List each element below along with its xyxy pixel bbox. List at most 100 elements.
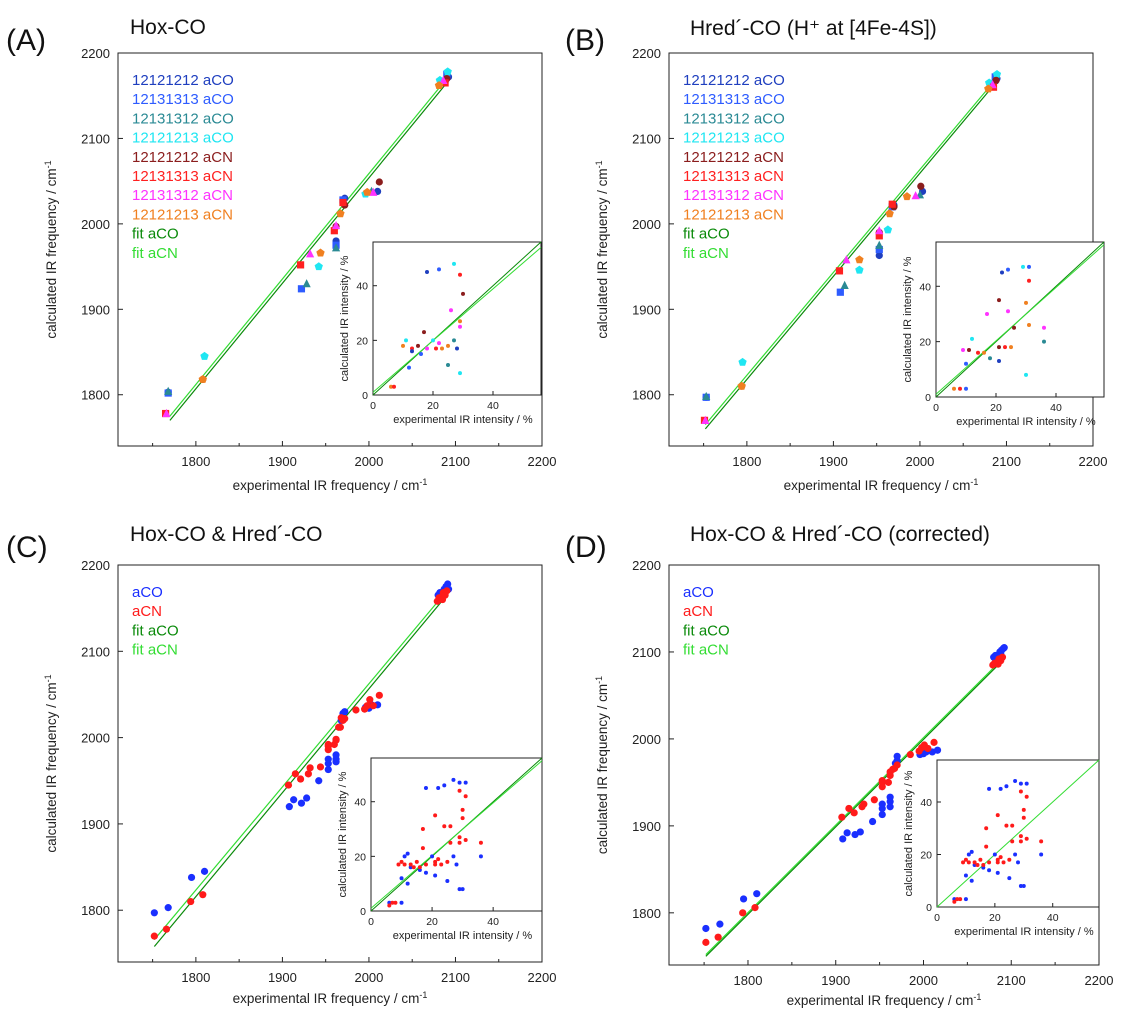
x-tick-label: 2100 — [992, 454, 1021, 469]
x-tick-label: 2200 — [528, 970, 557, 985]
panel-d: (D) Hox-CO & Hred´-CO (corrected) 1800 19… — [563, 505, 1127, 1015]
data-point — [291, 770, 299, 778]
data-point — [751, 904, 759, 912]
inset-y-tick-label: 40 — [920, 797, 932, 809]
inset-data-point — [463, 794, 468, 799]
data-point — [878, 810, 886, 819]
data-point — [856, 828, 864, 836]
data-point — [443, 67, 452, 76]
inset-x-axis-label: experimental IR intensity / % — [393, 414, 533, 426]
inset-data-point — [425, 270, 429, 275]
y-axis-label-exponent: -1 — [43, 674, 53, 682]
x-axis-label-exponent: -1 — [419, 477, 427, 487]
y-tick-label: 2100 — [632, 645, 661, 660]
data-point — [363, 702, 371, 710]
legend-entry: aCO — [683, 584, 714, 601]
inset-data-point — [997, 298, 1001, 303]
inset-data-point — [1006, 267, 1010, 272]
inset-data-point — [1010, 839, 1015, 844]
panel-a: (A) Hox-CO 1800 1900 2000 2100 2200 1800 1900 2… — [0, 0, 563, 505]
data-point — [739, 909, 747, 917]
inset-data-point — [411, 865, 416, 870]
inset-data-point — [1021, 807, 1026, 812]
y-tick-label: 1800 — [81, 388, 110, 403]
inset-data-point — [1039, 852, 1044, 857]
inset-data-point — [975, 863, 980, 867]
inset-data-point — [387, 903, 392, 908]
legend-entry: 12121213 aCN — [683, 206, 784, 223]
x-axis-label-exponent: -1 — [970, 477, 978, 487]
y-tick-label: 2000 — [81, 731, 110, 746]
fit-line — [153, 590, 448, 940]
fit-line — [704, 76, 999, 426]
inset-data-point — [967, 347, 971, 352]
inset-data-point — [1027, 264, 1031, 269]
inset-data-point — [1004, 823, 1009, 828]
y-tick-label: 2200 — [632, 46, 661, 61]
x-tick-label: 1900 — [819, 454, 848, 469]
inset-y-tick-label: 20 — [919, 337, 931, 349]
data-point — [341, 715, 349, 723]
inset-data-point — [442, 783, 447, 788]
data-point — [284, 781, 293, 789]
inset-data-point — [963, 857, 968, 862]
inset-data-point — [961, 347, 965, 352]
panel-label: (B) — [565, 24, 605, 57]
panel-b: (B) Hred´-CO (H⁺ at [4Fe-4S]) 1800 1900 20… — [563, 0, 1127, 505]
inset-data-point — [405, 851, 410, 856]
inset-data-point — [952, 386, 956, 391]
inset-data-point — [1039, 839, 1044, 844]
inset-fit-line — [936, 759, 1100, 908]
inset-data-point — [457, 835, 462, 840]
inset-data-point — [1018, 789, 1023, 794]
inset-x-axis-label: experimental IR intensity / % — [393, 930, 533, 942]
data-point — [200, 867, 209, 875]
y-tick-label: 2100 — [81, 644, 110, 659]
y-tick-label: 2000 — [632, 732, 661, 747]
inset-data-point — [436, 786, 441, 791]
y-tick-label: 1900 — [81, 817, 110, 832]
inset-data-point — [981, 863, 986, 867]
inset-data-point — [408, 862, 413, 867]
inset-data-point — [440, 346, 444, 351]
inset-data-point — [1024, 300, 1028, 305]
inset-data-point — [446, 362, 450, 367]
inset-data-point — [964, 386, 968, 391]
inset-y-tick-label: 40 — [919, 281, 931, 293]
data-point — [366, 696, 374, 704]
data-point — [702, 924, 710, 933]
inset-y-tick-label: 40 — [354, 797, 366, 809]
inset-data-point — [1004, 784, 1009, 789]
inset-data-point — [458, 319, 462, 324]
data-point — [839, 835, 847, 843]
inset-data-point — [987, 786, 992, 791]
inset-data-point — [982, 350, 986, 355]
inset-x-axis-label: experimental IR intensity / % — [954, 926, 1094, 938]
inset-data-point — [416, 343, 420, 348]
x-axis-label: experimental IR frequency / cm-1 — [233, 477, 428, 493]
panel-c: (C) Hox-CO & Hred´-CO 1800 1900 2000 2100 22… — [0, 505, 563, 1015]
data-point — [885, 209, 894, 218]
data-point — [164, 904, 172, 912]
inset-data-point — [448, 824, 453, 829]
inset-data-point — [955, 897, 960, 902]
y-axis-label: calculated IR frequency / cm-1 — [43, 674, 59, 852]
data-point — [911, 191, 920, 200]
inset-x-tick-label: 0 — [370, 400, 376, 412]
inset-y-axis-label: calculated IR intensity / % — [337, 771, 349, 897]
panel-title: Hred´-CO (H⁺ at [4Fe-4S]) — [690, 17, 937, 40]
inset-data-point — [445, 859, 450, 864]
inset-data-point — [458, 324, 462, 329]
inset-data-point — [417, 865, 422, 870]
data-point — [162, 925, 171, 933]
data-point — [162, 408, 171, 418]
inset-x-tick-label: 40 — [487, 916, 499, 928]
data-point — [304, 770, 312, 778]
data-point — [924, 744, 932, 753]
inset-data-point — [984, 844, 989, 849]
legend-entry: aCN — [683, 603, 713, 620]
data-point — [870, 796, 878, 804]
inset-data-point — [995, 813, 1000, 818]
data-point — [875, 245, 883, 254]
inset-data-point — [436, 857, 441, 862]
